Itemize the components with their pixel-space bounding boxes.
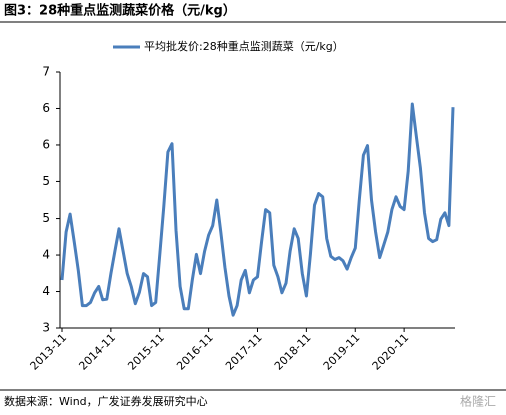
- y-tick-label: 4: [42, 284, 50, 298]
- x-tick-label: 2016-11: [174, 331, 216, 373]
- y-tick-label: 5: [42, 174, 50, 188]
- y-tick-label: 4: [42, 248, 50, 262]
- y-tick-label: 3: [42, 321, 50, 335]
- y-tick-label: 6: [42, 137, 50, 151]
- chart-title: 图3：28种重点监测蔬菜价格（元/kg）: [4, 3, 236, 19]
- x-tick-label: 2013-11: [28, 331, 70, 373]
- series-line: [60, 102, 455, 317]
- y-tick-label: 6: [42, 101, 50, 115]
- x-tick-label: 2019-11: [321, 331, 363, 373]
- legend-label: 平均批发价:28种重点监测蔬菜（元/kg）: [144, 39, 344, 53]
- x-tick-label: 2020-11: [370, 331, 412, 373]
- x-tick-label: 2014-11: [76, 331, 118, 373]
- source-note: 数据来源：Wind，广发证券发展研究中心: [4, 394, 208, 408]
- x-tick-label: 2018-11: [272, 331, 314, 373]
- x-tick-label: 2017-11: [223, 331, 265, 373]
- y-tick-label: 7: [42, 65, 50, 79]
- x-tick-label: 2015-11: [125, 331, 167, 373]
- watermark: 格隆汇: [460, 394, 496, 409]
- y-tick-label: 5: [42, 211, 50, 225]
